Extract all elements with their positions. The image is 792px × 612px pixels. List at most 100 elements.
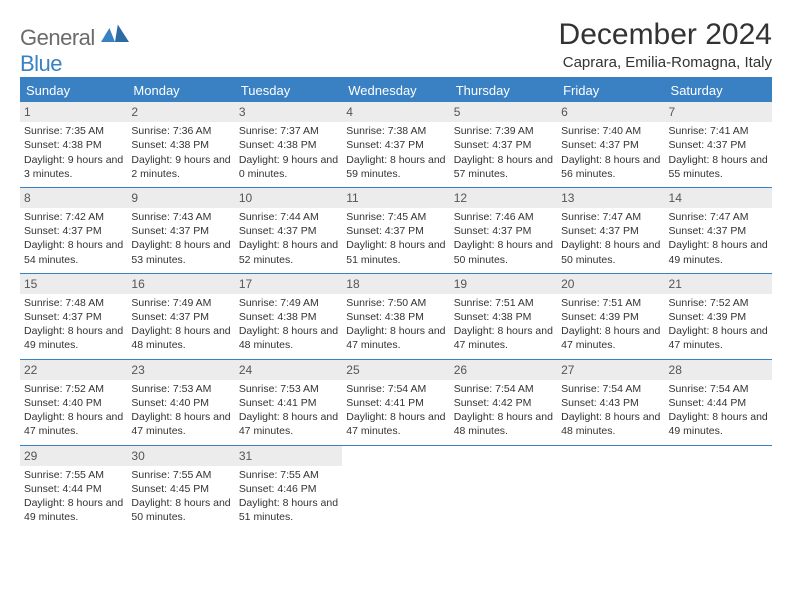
calendar-week-row: 1Sunrise: 7:35 AMSunset: 4:38 PMDaylight…: [20, 102, 772, 187]
sunset-text: Sunset: 4:37 PM: [24, 310, 123, 324]
calendar-day-cell: 31Sunrise: 7:55 AMSunset: 4:46 PMDayligh…: [235, 445, 342, 530]
sunrise-text: Sunrise: 7:50 AM: [346, 296, 445, 310]
day-number: 14: [665, 188, 772, 208]
sunset-text: Sunset: 4:46 PM: [239, 482, 338, 496]
sunrise-text: Sunrise: 7:40 AM: [561, 124, 660, 138]
day-number: 10: [235, 188, 342, 208]
sunrise-text: Sunrise: 7:53 AM: [239, 382, 338, 396]
calendar-day-cell: 19Sunrise: 7:51 AMSunset: 4:38 PMDayligh…: [450, 273, 557, 359]
sunrise-text: Sunrise: 7:44 AM: [239, 210, 338, 224]
sunset-text: Sunset: 4:37 PM: [561, 138, 660, 152]
daylight-text: Daylight: 8 hours and 47 minutes.: [669, 324, 768, 352]
calendar-day-cell: 22Sunrise: 7:52 AMSunset: 4:40 PMDayligh…: [20, 359, 127, 445]
weekday-header-row: Sunday Monday Tuesday Wednesday Thursday…: [20, 78, 772, 102]
sunrise-text: Sunrise: 7:53 AM: [131, 382, 230, 396]
calendar-day-cell: 10 Sunrise: 7:44 AMSunset: 4:37 PMDayligh…: [235, 187, 342, 273]
sunset-text: Sunset: 4:40 PM: [131, 396, 230, 410]
sunrise-text: Sunrise: 7:47 AM: [561, 210, 660, 224]
sunset-text: Sunset: 4:37 PM: [346, 138, 445, 152]
daylight-text: Daylight: 8 hours and 48 minutes.: [239, 324, 338, 352]
calendar-day-cell: 23Sunrise: 7:53 AMSunset: 4:40 PMDayligh…: [127, 359, 234, 445]
day-number: 4: [342, 102, 449, 122]
calendar-day-cell: 14 Sunrise: 7:47 AMSunset: 4:37 PMDayligh…: [665, 187, 772, 273]
sunrise-text: Sunrise: 7:41 AM: [669, 124, 768, 138]
day-number: 11: [342, 188, 449, 208]
day-number: 7: [665, 102, 772, 122]
day-number: 19: [450, 274, 557, 294]
daylight-text: Daylight: 8 hours and 47 minutes.: [131, 410, 230, 438]
sunset-text: Sunset: 4:39 PM: [561, 310, 660, 324]
day-number: 21: [665, 274, 772, 294]
sunrise-text: Sunrise: 7:52 AM: [669, 296, 768, 310]
location: Caprara, Emilia-Romagna, Italy: [559, 54, 772, 71]
month-title: December 2024: [559, 18, 772, 52]
daylight-text: Daylight: 8 hours and 47 minutes.: [561, 324, 660, 352]
sunrise-text: Sunrise: 7:49 AM: [131, 296, 230, 310]
sunrise-text: Sunrise: 7:36 AM: [131, 124, 230, 138]
daylight-text: Daylight: 8 hours and 50 minutes.: [131, 496, 230, 524]
calendar-day-cell: 6Sunrise: 7:40 AMSunset: 4:37 PMDaylight…: [557, 102, 664, 187]
daylight-text: Daylight: 8 hours and 57 minutes.: [454, 153, 553, 181]
weekday-header: Friday: [557, 78, 664, 102]
calendar-day-cell: 30Sunrise: 7:55 AMSunset: 4:45 PMDayligh…: [127, 445, 234, 530]
sunset-text: Sunset: 4:38 PM: [131, 138, 230, 152]
sunset-text: Sunset: 4:44 PM: [669, 396, 768, 410]
sunset-text: Sunset: 4:37 PM: [669, 224, 768, 238]
day-number: 26: [450, 360, 557, 380]
sunrise-text: Sunrise: 7:37 AM: [239, 124, 338, 138]
day-number: 25: [342, 360, 449, 380]
sunset-text: Sunset: 4:37 PM: [454, 138, 553, 152]
daylight-text: Daylight: 8 hours and 49 minutes.: [669, 238, 768, 266]
sunset-text: Sunset: 4:43 PM: [561, 396, 660, 410]
sunrise-text: Sunrise: 7:42 AM: [24, 210, 123, 224]
sunset-text: Sunset: 4:41 PM: [239, 396, 338, 410]
calendar-table: Sunday Monday Tuesday Wednesday Thursday…: [20, 77, 772, 530]
day-number: 13: [557, 188, 664, 208]
logo-text-general: General: [20, 25, 95, 51]
calendar-day-cell: [557, 445, 664, 530]
sunset-text: Sunset: 4:37 PM: [131, 310, 230, 324]
sunset-text: Sunset: 4:37 PM: [239, 224, 338, 238]
daylight-text: Daylight: 8 hours and 51 minutes.: [239, 496, 338, 524]
daylight-text: Daylight: 8 hours and 52 minutes.: [239, 238, 338, 266]
day-number: 27: [557, 360, 664, 380]
sunset-text: Sunset: 4:38 PM: [24, 138, 123, 152]
daylight-text: Daylight: 8 hours and 50 minutes.: [561, 238, 660, 266]
calendar-day-cell: 17Sunrise: 7:49 AMSunset: 4:38 PMDayligh…: [235, 273, 342, 359]
weekday-header: Sunday: [20, 78, 127, 102]
sunset-text: Sunset: 4:37 PM: [454, 224, 553, 238]
sunset-text: Sunset: 4:38 PM: [346, 310, 445, 324]
day-number: 5: [450, 102, 557, 122]
daylight-text: Daylight: 9 hours and 3 minutes.: [24, 153, 123, 181]
sunrise-text: Sunrise: 7:39 AM: [454, 124, 553, 138]
calendar-day-cell: 24Sunrise: 7:53 AMSunset: 4:41 PMDayligh…: [235, 359, 342, 445]
calendar-day-cell: [450, 445, 557, 530]
sunrise-text: Sunrise: 7:43 AM: [131, 210, 230, 224]
day-number: 16: [127, 274, 234, 294]
day-number: 15: [20, 274, 127, 294]
sunset-text: Sunset: 4:38 PM: [454, 310, 553, 324]
logo: General: [20, 24, 129, 52]
daylight-text: Daylight: 8 hours and 48 minutes.: [561, 410, 660, 438]
sunset-text: Sunset: 4:38 PM: [239, 310, 338, 324]
sunset-text: Sunset: 4:37 PM: [346, 224, 445, 238]
sunrise-text: Sunrise: 7:49 AM: [239, 296, 338, 310]
calendar-day-cell: 5 Sunrise: 7:39 AMSunset: 4:37 PMDaylight…: [450, 102, 557, 187]
calendar-day-cell: 12Sunrise: 7:46 AMSunset: 4:37 PMDayligh…: [450, 187, 557, 273]
daylight-text: Daylight: 8 hours and 59 minutes.: [346, 153, 445, 181]
calendar-day-cell: 1Sunrise: 7:35 AMSunset: 4:38 PMDaylight…: [20, 102, 127, 187]
sunrise-text: Sunrise: 7:35 AM: [24, 124, 123, 138]
sunrise-text: Sunrise: 7:47 AM: [669, 210, 768, 224]
day-number: 12: [450, 188, 557, 208]
calendar-day-cell: 2Sunrise: 7:36 AMSunset: 4:38 PMDaylight…: [127, 102, 234, 187]
calendar-day-cell: 11Sunrise: 7:45 AMSunset: 4:37 PMDayligh…: [342, 187, 449, 273]
daylight-text: Daylight: 8 hours and 50 minutes.: [454, 238, 553, 266]
daylight-text: Daylight: 9 hours and 2 minutes.: [131, 153, 230, 181]
day-number: 24: [235, 360, 342, 380]
sunrise-text: Sunrise: 7:54 AM: [669, 382, 768, 396]
weekday-header: Wednesday: [342, 78, 449, 102]
calendar-day-cell: 26Sunrise: 7:54 AMSunset: 4:42 PMDayligh…: [450, 359, 557, 445]
daylight-text: Daylight: 8 hours and 47 minutes.: [346, 410, 445, 438]
sunset-text: Sunset: 4:37 PM: [669, 138, 768, 152]
weekday-header: Monday: [127, 78, 234, 102]
